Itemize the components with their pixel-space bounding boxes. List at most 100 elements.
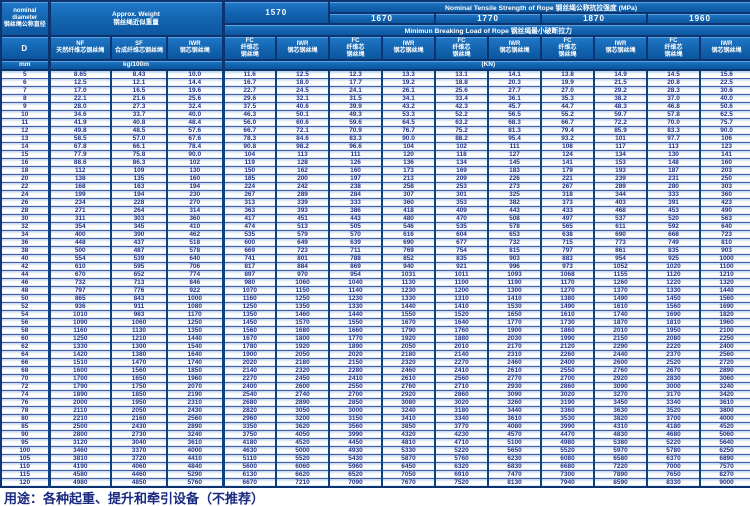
- cell-diameter: 115: [1, 470, 51, 479]
- table-cell: 160: [700, 158, 750, 167]
- table-cell: 4980: [541, 438, 596, 447]
- cell-diameter: 68: [1, 366, 51, 375]
- table-cell: 1260: [594, 278, 649, 287]
- cell-diameter: 40: [1, 254, 51, 263]
- table-cell: 554: [49, 254, 112, 263]
- table-cell: 5640: [700, 438, 750, 447]
- table-cell: 3170: [647, 390, 702, 399]
- table-cell: 203: [700, 166, 750, 175]
- table-cell: 67.6: [167, 134, 225, 143]
- table-cell: 1560: [111, 366, 168, 375]
- cell-diameter: 110: [1, 462, 51, 471]
- table-cell: 2250: [700, 334, 750, 343]
- table-cell: 6060: [276, 462, 331, 471]
- table-cell: 3060: [700, 374, 750, 383]
- table-cell: 883: [541, 254, 596, 263]
- table-cell: 3700: [647, 414, 702, 423]
- table-cell: 2180: [382, 350, 437, 359]
- header-weight-col-iwr: IWR 钢芯钢丝绳: [166, 35, 225, 61]
- table-cell: 3620: [276, 422, 331, 431]
- table-cell: 194: [111, 190, 168, 199]
- cell-diameter: 48: [1, 286, 51, 295]
- table-cell: 2890: [276, 398, 331, 407]
- table-cell: 38.2: [594, 94, 649, 103]
- table-row: 20 138 135 160 185 200 197 213 209 226 221 239 231 25…: [1, 174, 750, 183]
- table-cell: 1490: [594, 294, 649, 303]
- table-cell: 49.8: [49, 126, 112, 135]
- table-cell: 1350: [223, 310, 277, 319]
- cell-diameter: 72: [1, 382, 51, 391]
- table-cell: 797: [49, 286, 112, 295]
- table-cell: 6620: [276, 470, 331, 479]
- table-cell: 592: [647, 222, 702, 231]
- table-row: 8 22.1 21.6 25.6 29.6 32.1 31.5 34.1 33.4 36.1 35.…: [1, 94, 750, 103]
- table-cell: 565: [541, 222, 596, 231]
- table-cell: 983: [111, 310, 168, 319]
- table-cell: 173: [382, 166, 437, 175]
- table-row: 7 17.0 16.5 19.6 22.7 24.5 24.1 26.1 25.6 27.7 27.…: [1, 86, 750, 95]
- table-cell: 2310: [167, 398, 225, 407]
- table-cell: 34.1: [382, 94, 437, 103]
- table-cell: 231: [647, 174, 702, 183]
- table-cell: 7300: [541, 470, 596, 479]
- table-row: 66 1510 1470 1740 2020 2180 2150 2320 2270 2460 24…: [1, 358, 750, 367]
- table-cell: 4930: [329, 446, 384, 455]
- table-cell: 373: [541, 198, 596, 207]
- table-cell: 3770: [435, 422, 490, 431]
- table-cell: 1810: [647, 318, 702, 327]
- table-cell: 138: [49, 174, 112, 183]
- table-cell: 90.0: [167, 150, 225, 159]
- table-cell: 815: [488, 246, 543, 255]
- table-cell: 611: [594, 222, 649, 231]
- table-cell: 2010: [435, 342, 490, 351]
- table-cell: 10.0: [167, 69, 225, 79]
- table-cell: 86.3: [111, 158, 168, 167]
- table-cell: 1080: [167, 302, 225, 311]
- table-row: 95 3120 3040 3610 4180 4520 4450 4810 4710 5100 49…: [1, 438, 750, 447]
- table-cell: 242: [276, 182, 331, 191]
- header-weight-col-sf: SF 合成纤维芯钢丝绳: [110, 35, 168, 61]
- table-row: 15 77.9 75.8 90.0 104 113 111 120 118 127 124 134 13…: [1, 150, 750, 159]
- table-cell: 443: [488, 206, 543, 215]
- table-cell: 8590: [594, 478, 649, 488]
- table-cell: 3610: [700, 398, 750, 407]
- table-cell: 5060: [700, 430, 750, 439]
- table-cell: 4230: [435, 430, 490, 439]
- table-cell: 1850: [167, 366, 225, 375]
- table-cell: 1300: [111, 342, 168, 351]
- header-tensile-strength-title: Nominal Tensile Strength of Rope 钢丝绳公称抗拉…: [328, 0, 750, 14]
- table-cell: 5290: [167, 470, 225, 479]
- table-cell: 78.4: [167, 142, 225, 151]
- table-cell: 903: [488, 254, 543, 263]
- table-cell: 2120: [541, 342, 596, 351]
- table-cell: 2560: [167, 414, 225, 423]
- table-row: 38 500 487 578 669 723 711 769 754 815 797 861 835 90…: [1, 246, 750, 255]
- table-cell: 386: [329, 206, 384, 215]
- table-cell: 2270: [435, 358, 490, 367]
- table-cell: 226: [488, 174, 543, 183]
- table-cell: 490: [700, 206, 750, 215]
- table-cell: 410: [167, 222, 225, 231]
- table-cell: 2310: [488, 350, 543, 359]
- table-cell: 7470: [488, 470, 543, 479]
- table-cell: 3000: [647, 382, 702, 391]
- table-cell: 14.9: [594, 69, 649, 79]
- table-cell: 409: [435, 206, 490, 215]
- table-row: 28 271 264 314 363 393 386 418 409 443 433 468 453 49…: [1, 206, 750, 215]
- table-cell: 6250: [700, 446, 750, 455]
- table-cell: 797: [541, 246, 596, 255]
- table-cell: 4470: [541, 430, 596, 439]
- table-cell: 1060: [111, 318, 168, 327]
- table-header: nominal diameter 钢丝绳公称直径 Approx. Weight 钢…: [0, 0, 750, 71]
- table-cell: 56.0: [223, 118, 277, 127]
- cell-diameter: 95: [1, 438, 51, 447]
- table-cell: 600: [223, 238, 277, 247]
- header-unit-kn: (KN): [221, 59, 750, 71]
- table-cell: 1440: [167, 334, 225, 343]
- table-cell: 7650: [647, 470, 702, 479]
- table-cell: 754: [435, 246, 490, 255]
- table-cell: 46.8: [647, 102, 702, 111]
- table-cell: 1310: [435, 294, 490, 303]
- table-cell: 333: [329, 198, 384, 207]
- table-cell: 2920: [594, 374, 649, 383]
